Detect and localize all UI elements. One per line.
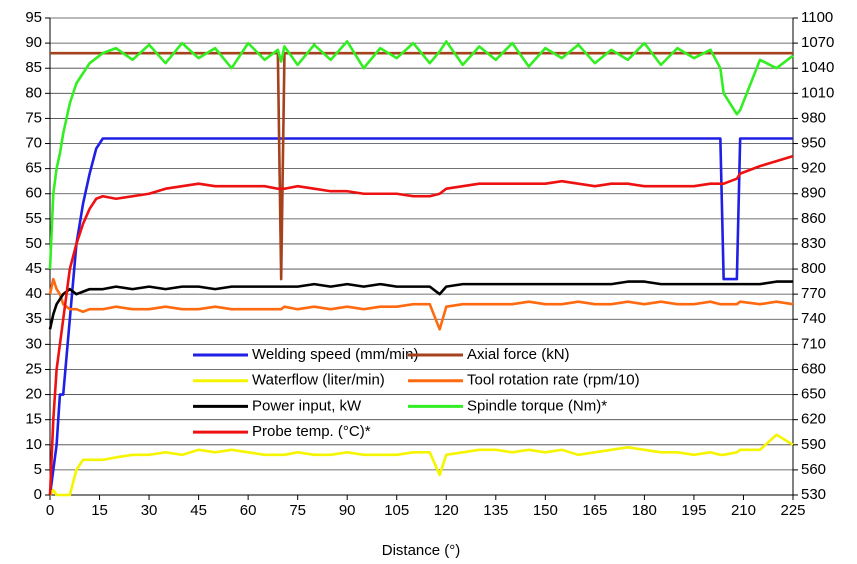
y-tick-label: 75	[25, 109, 42, 126]
y2-tick-label: 530	[801, 486, 826, 503]
y-tick-label: 85	[25, 59, 42, 76]
y-tick-label: 20	[25, 386, 42, 403]
series-line	[50, 51, 793, 281]
y2-tick-label: 950	[801, 134, 826, 151]
x-tick-label: 45	[190, 502, 207, 519]
y-tick-label: 65	[25, 160, 42, 177]
legend-label: Tool rotation rate (rpm/10)	[467, 372, 640, 389]
x-tick-label: 75	[289, 502, 306, 519]
legend-label: Waterflow (liter/min)	[252, 372, 385, 389]
legend-label: Power input, kW	[252, 397, 362, 414]
legend-label: Axial force (kN)	[467, 346, 570, 363]
x-tick-label: 15	[91, 502, 108, 519]
y2-tick-label: 860	[801, 210, 826, 227]
y2-tick-label: 620	[801, 411, 826, 428]
x-tick-label: 30	[141, 502, 158, 519]
y2-tick-label: 770	[801, 285, 826, 302]
y-tick-label: 25	[25, 360, 42, 377]
y2-tick-label: 890	[801, 185, 826, 202]
y2-tick-label: 710	[801, 335, 826, 352]
y-tick-label: 30	[25, 335, 42, 352]
y-tick-label: 40	[25, 285, 42, 302]
x-tick-label: 150	[533, 502, 558, 519]
x-tick-label: 210	[731, 502, 756, 519]
y2-tick-label: 680	[801, 360, 826, 377]
x-tick-label: 105	[384, 502, 409, 519]
y2-tick-label: 830	[801, 235, 826, 252]
y2-tick-label: 980	[801, 109, 826, 126]
y2-tick-label: 560	[801, 461, 826, 478]
y2-tick-label: 590	[801, 436, 826, 453]
y-tick-label: 10	[25, 436, 42, 453]
x-tick-label: 0	[46, 502, 54, 519]
x-tick-label: 120	[434, 502, 459, 519]
x-tick-label: 135	[483, 502, 508, 519]
y-tick-label: 70	[25, 134, 42, 151]
y-tick-label: 15	[25, 411, 42, 428]
y-tick-label: 60	[25, 185, 42, 202]
y-tick-label: 80	[25, 84, 42, 101]
legend-label: Spindle torque (Nm)*	[467, 397, 607, 414]
y-tick-label: 90	[25, 34, 42, 51]
y2-tick-label: 650	[801, 386, 826, 403]
x-tick-label: 165	[582, 502, 607, 519]
y-tick-label: 0	[34, 486, 42, 503]
y2-tick-label: 1070	[801, 34, 834, 51]
y2-tick-label: 1010	[801, 84, 834, 101]
series-line	[48, 154, 794, 496]
x-tick-label: 225	[780, 502, 805, 519]
y-tick-label: 45	[25, 260, 42, 277]
legend-label: Probe temp. (°C)*	[252, 423, 371, 440]
y2-tick-label: 800	[801, 260, 826, 277]
y-tick-label: 5	[34, 461, 42, 478]
x-tick-label: 195	[681, 502, 706, 519]
y-tick-label: 35	[25, 310, 42, 327]
series-line	[48, 137, 793, 496]
y-tick-label: 95	[25, 9, 42, 26]
x-tick-label: 60	[240, 502, 257, 519]
series-line	[48, 280, 793, 330]
y2-tick-label: 1100	[801, 9, 833, 26]
y-tick-label: 50	[25, 235, 42, 252]
x-tick-label: 180	[632, 502, 657, 519]
x-axis-label: Distance (°)	[382, 542, 461, 559]
y2-tick-label: 740	[801, 310, 826, 327]
series-line	[48, 277, 794, 331]
x-tick-label: 90	[339, 502, 356, 519]
series-line	[48, 433, 794, 497]
legend-label: Welding speed (mm/min)	[252, 346, 418, 363]
y2-tick-label: 1040	[801, 59, 834, 76]
y-tick-label: 55	[25, 210, 42, 227]
series-line	[48, 40, 794, 270]
y2-tick-label: 920	[801, 160, 826, 177]
